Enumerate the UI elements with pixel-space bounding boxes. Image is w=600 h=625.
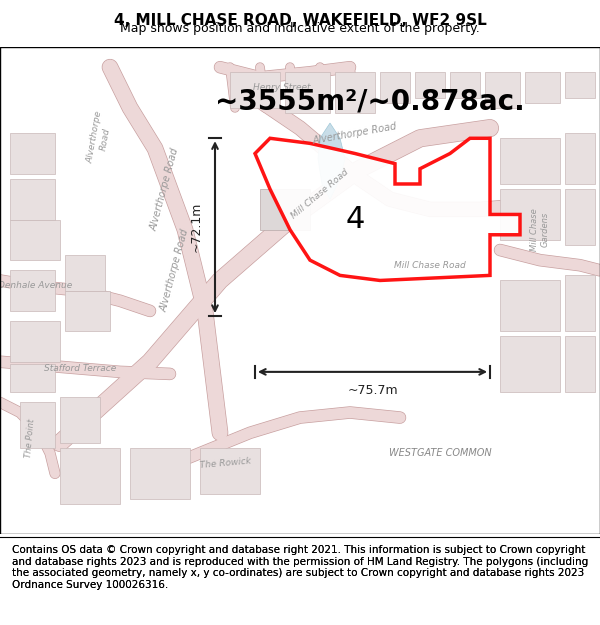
Polygon shape [565, 72, 595, 98]
Polygon shape [500, 281, 560, 331]
Text: Contains OS data © Crown copyright and database right 2021. This information is : Contains OS data © Crown copyright and d… [12, 545, 588, 590]
Text: Mill Chase
Gardens: Mill Chase Gardens [530, 208, 550, 251]
Polygon shape [565, 189, 595, 245]
Polygon shape [200, 448, 260, 494]
Polygon shape [130, 448, 190, 499]
Polygon shape [318, 123, 345, 199]
Polygon shape [565, 276, 595, 331]
Text: Denhale Avenue: Denhale Avenue [0, 281, 72, 290]
Text: 4, MILL CHASE ROAD, WAKEFIELD, WF2 9SL: 4, MILL CHASE ROAD, WAKEFIELD, WF2 9SL [113, 13, 487, 28]
Polygon shape [285, 72, 330, 113]
Polygon shape [10, 133, 55, 174]
Polygon shape [255, 138, 520, 281]
Text: Mill Chase Road: Mill Chase Road [394, 261, 466, 270]
Polygon shape [230, 72, 280, 107]
Text: ~72.1m: ~72.1m [190, 202, 203, 252]
Polygon shape [260, 189, 310, 229]
Text: Alverthorpe
Road: Alverthorpe Road [86, 111, 114, 166]
Text: 4: 4 [346, 205, 365, 234]
Polygon shape [565, 336, 595, 392]
Text: Map shows position and indicative extent of the property.: Map shows position and indicative extent… [120, 22, 480, 35]
Polygon shape [565, 133, 595, 184]
Text: Alverthorpe Road: Alverthorpe Road [312, 121, 398, 146]
Polygon shape [10, 219, 60, 260]
Polygon shape [450, 72, 480, 98]
Polygon shape [10, 321, 60, 362]
Polygon shape [415, 72, 445, 98]
Text: ~3555m²/~0.878ac.: ~3555m²/~0.878ac. [215, 88, 525, 116]
Text: Alverthorpe Road: Alverthorpe Road [149, 146, 181, 232]
Text: Alverthorpe Road: Alverthorpe Road [159, 228, 191, 313]
Polygon shape [10, 270, 55, 311]
Text: WESTGATE COMMON: WESTGATE COMMON [389, 448, 491, 458]
Polygon shape [65, 291, 110, 331]
Polygon shape [65, 255, 105, 291]
Text: ~75.7m: ~75.7m [347, 384, 398, 397]
Polygon shape [380, 72, 410, 102]
Text: Contains OS data © Crown copyright and database right 2021. This information is : Contains OS data © Crown copyright and d… [12, 545, 588, 590]
Text: The Rowick: The Rowick [199, 456, 251, 470]
Polygon shape [335, 72, 375, 113]
Text: Henry Street: Henry Street [253, 83, 311, 92]
Polygon shape [485, 72, 520, 107]
Polygon shape [500, 336, 560, 392]
Text: Mill Chase Road: Mill Chase Road [290, 168, 350, 221]
Polygon shape [20, 402, 55, 448]
Polygon shape [525, 72, 560, 102]
Polygon shape [500, 138, 560, 184]
Polygon shape [10, 364, 55, 392]
Text: The Point: The Point [24, 418, 36, 457]
Polygon shape [500, 189, 560, 240]
Polygon shape [60, 398, 100, 443]
Polygon shape [10, 179, 55, 219]
Text: Stafford Terrace: Stafford Terrace [44, 364, 116, 373]
Polygon shape [60, 448, 120, 504]
